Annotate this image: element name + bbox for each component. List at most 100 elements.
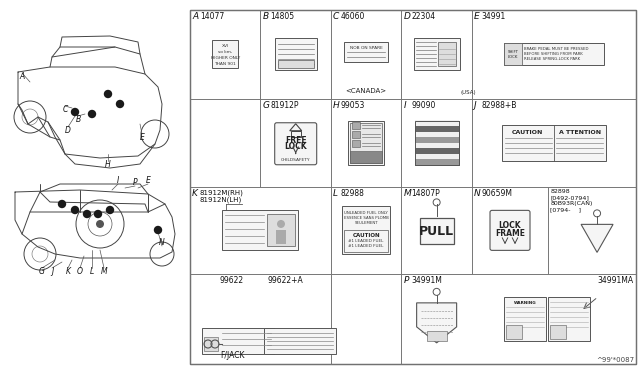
Text: 82988+B: 82988+B [482, 100, 517, 109]
Bar [472, 187, 548, 274]
Bar [352, 131, 360, 138]
Text: E: E [474, 12, 479, 21]
Bar [266, 214, 296, 246]
Circle shape [106, 206, 113, 214]
Bar [548, 187, 636, 274]
Text: G: G [262, 100, 269, 109]
Bar [331, 274, 401, 364]
Text: SHIFT: SHIFT [508, 50, 518, 54]
Text: #1 LEADED FUEL: #1 LEADED FUEL [349, 239, 384, 243]
Polygon shape [581, 224, 613, 252]
Text: THAN 901: THAN 901 [214, 62, 236, 66]
Bar [401, 99, 472, 187]
Circle shape [96, 220, 104, 228]
Bar [352, 122, 360, 129]
Text: 81912P: 81912P [271, 100, 299, 109]
Text: J: J [51, 267, 53, 276]
Text: 82898: 82898 [550, 189, 570, 194]
Bar [502, 125, 606, 161]
Text: [0492-0794]: [0492-0794] [550, 195, 589, 200]
Text: CAUTION: CAUTION [512, 130, 543, 135]
Circle shape [154, 227, 161, 234]
Circle shape [72, 109, 79, 115]
Circle shape [83, 211, 90, 218]
Bar [264, 328, 336, 354]
Text: F/JACK: F/JACK [220, 351, 244, 360]
Circle shape [88, 110, 95, 118]
Bar [415, 137, 459, 143]
Text: 14805: 14805 [271, 12, 294, 21]
Bar [260, 10, 331, 99]
Text: L: L [90, 267, 94, 276]
Bar [415, 120, 459, 126]
Bar [190, 99, 260, 187]
Bar [342, 206, 390, 254]
Text: PULL: PULL [419, 225, 454, 238]
Text: N: N [159, 237, 165, 247]
Bar [506, 325, 522, 339]
Bar [352, 140, 360, 147]
Text: P: P [132, 177, 138, 186]
Bar [472, 99, 636, 187]
Text: FRAME: FRAME [495, 229, 525, 238]
Text: 34991M: 34991M [412, 276, 442, 285]
Bar [415, 131, 459, 137]
Text: L: L [333, 189, 338, 198]
Bar [344, 42, 388, 62]
Text: 46060: 46060 [341, 12, 365, 21]
Bar [202, 328, 274, 354]
Bar [291, 131, 301, 137]
Text: H: H [333, 100, 340, 109]
Text: so km,: so km, [218, 50, 232, 54]
Text: CAUTION: CAUTION [353, 233, 380, 238]
Text: ^99'*0087: ^99'*0087 [596, 357, 634, 363]
Text: A: A [192, 12, 198, 21]
Text: 99622+A: 99622+A [268, 276, 304, 285]
Bar [415, 126, 459, 132]
Polygon shape [417, 303, 456, 343]
Text: I: I [403, 100, 406, 109]
Bar [348, 121, 384, 165]
Bar [278, 60, 314, 68]
Text: LOCK: LOCK [508, 55, 518, 59]
Text: 80B93R(CAN): 80B93R(CAN) [550, 201, 593, 206]
Bar [504, 297, 546, 341]
Bar [331, 10, 401, 99]
Text: K: K [192, 189, 198, 198]
Text: 14807P: 14807P [412, 189, 440, 198]
Bar [413, 38, 460, 70]
Bar [190, 274, 331, 364]
Bar [350, 123, 382, 163]
Text: E: E [140, 132, 145, 141]
Text: C: C [62, 105, 68, 113]
Text: B: B [76, 115, 81, 124]
Text: 34991: 34991 [482, 12, 506, 21]
Circle shape [95, 211, 102, 218]
Text: HIGHER ONLY: HIGHER ONLY [211, 56, 240, 60]
Text: #1 LEADED FUEL: #1 LEADED FUEL [349, 244, 384, 248]
Text: M: M [100, 267, 108, 276]
Bar [472, 10, 636, 99]
Bar [331, 99, 401, 187]
Circle shape [116, 100, 124, 108]
Text: O: O [77, 267, 83, 276]
Text: 34991MA: 34991MA [598, 276, 634, 285]
Text: (USA): (USA) [461, 90, 476, 94]
Bar [415, 159, 459, 165]
Text: FREE: FREE [285, 136, 307, 145]
Bar [276, 230, 286, 244]
Bar [504, 43, 604, 65]
Text: 82988: 82988 [341, 189, 365, 198]
Text: B: B [262, 12, 269, 21]
Bar [223, 210, 298, 250]
Bar [401, 10, 472, 99]
Text: LOCK: LOCK [499, 221, 522, 230]
Text: A TTENTION: A TTENTION [559, 130, 601, 135]
Text: H: H [105, 160, 111, 169]
Text: 99622: 99622 [220, 276, 244, 285]
Text: ESSENCE SANS PLOMB: ESSENCE SANS PLOMB [344, 217, 388, 220]
Bar [275, 38, 317, 70]
Bar [204, 337, 218, 351]
Bar [190, 187, 331, 274]
Bar [427, 331, 447, 341]
